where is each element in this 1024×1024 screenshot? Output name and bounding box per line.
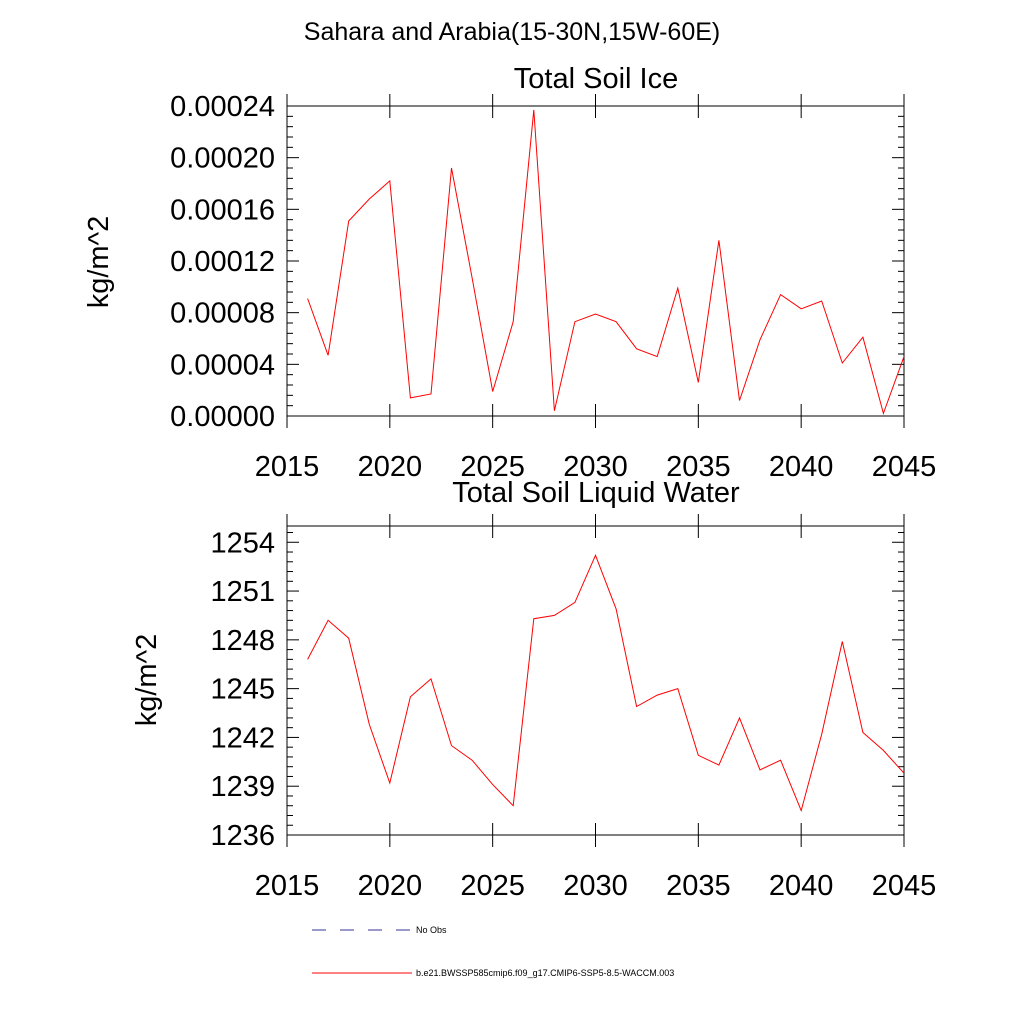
panel-total-soil-ice: Total Soil Ice kg/m^2 2015 2020 2025 2030 20… xyxy=(83,63,936,483)
y-axis-label: kg/m^2 xyxy=(131,634,163,727)
series-line xyxy=(307,553,905,813)
y-tick-label: 1251 xyxy=(210,576,275,608)
x-tick-label: 2015 xyxy=(255,451,320,483)
y-tick-label: 0.00024 xyxy=(170,91,275,123)
legend-label-no-obs: No Obs xyxy=(416,925,447,935)
y-axis-label: kg/m^2 xyxy=(83,216,115,309)
x-tick-label: 2025 xyxy=(460,870,525,902)
panel-title: Total Soil Liquid Water xyxy=(452,477,740,509)
x-tick-label: 2035 xyxy=(666,451,731,483)
x-tick-label: 2045 xyxy=(872,870,937,902)
x-tick-label: 2025 xyxy=(460,451,525,483)
plot-frame xyxy=(286,525,905,836)
y-tick-label: 0.00020 xyxy=(170,143,275,175)
x-tick-label: 2015 xyxy=(255,870,320,902)
x-tick-label: 2040 xyxy=(769,451,834,483)
series-line xyxy=(307,109,905,416)
panel-title: Total Soil Ice xyxy=(514,63,678,95)
legend-label-model: b.e21.BWSSP585cmip6.f09_g17.CMIP6-SSP5-8… xyxy=(416,968,674,978)
x-tick-label: 2040 xyxy=(769,870,834,902)
figure-suptitle: Sahara and Arabia(15-30N,15W-60E) xyxy=(304,18,720,46)
x-tick-label: 2020 xyxy=(358,451,423,483)
x-tick-label: 2020 xyxy=(358,870,423,902)
x-tick-label: 2035 xyxy=(666,870,731,902)
y-tick-label: 1245 xyxy=(210,674,275,706)
y-tick-label: 0.00000 xyxy=(170,401,275,433)
y-tick-label: 0.00008 xyxy=(170,298,275,330)
y-tick-label: 0.00016 xyxy=(170,194,275,226)
x-tick-label: 2030 xyxy=(563,870,628,902)
panel-total-soil-liquid-water: Total Soil Liquid Water kg/m^2 2015 2020 2… xyxy=(131,477,936,902)
x-tick-label: 2045 xyxy=(872,451,937,483)
y-tick-label: 0.00004 xyxy=(170,349,275,381)
plot-frame xyxy=(286,105,905,417)
y-tick-label: 1248 xyxy=(210,625,275,657)
legend: No Obs b.e21.BWSSP585cmip6.f09_g17.CMIP6… xyxy=(312,925,674,978)
y-tick-label: 1239 xyxy=(210,771,275,803)
y-tick-label: 1242 xyxy=(210,722,275,754)
y-tick-label: 0.00012 xyxy=(170,246,275,278)
y-tick-label: 1236 xyxy=(210,820,275,852)
y-tick-label: 1254 xyxy=(210,527,275,559)
x-tick-label: 2030 xyxy=(563,451,628,483)
